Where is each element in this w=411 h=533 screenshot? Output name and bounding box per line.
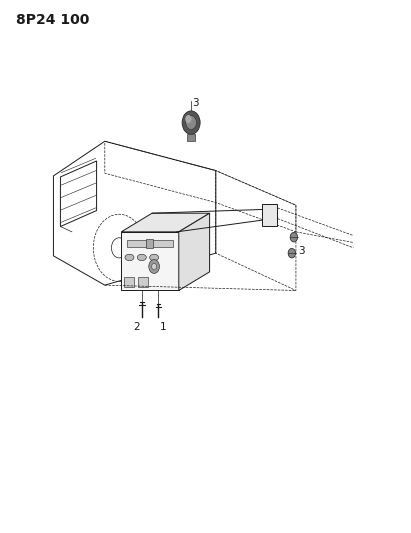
Circle shape [185, 115, 192, 123]
Ellipse shape [137, 254, 146, 261]
Circle shape [149, 260, 159, 273]
Polygon shape [121, 213, 210, 232]
Circle shape [152, 263, 157, 270]
Polygon shape [121, 232, 179, 290]
Text: 2: 2 [133, 321, 140, 332]
Bar [138, 277, 148, 287]
Circle shape [139, 252, 143, 257]
Text: 1: 1 [160, 321, 167, 332]
Bar [124, 277, 134, 287]
Circle shape [290, 232, 298, 242]
Bar [146, 239, 153, 248]
Circle shape [288, 248, 296, 258]
Polygon shape [179, 213, 210, 290]
Ellipse shape [125, 254, 134, 261]
Bar [127, 240, 173, 247]
Ellipse shape [150, 254, 159, 261]
Circle shape [182, 111, 200, 134]
Circle shape [186, 116, 196, 130]
Text: 3: 3 [298, 246, 305, 256]
Bar [187, 134, 195, 141]
Text: 3: 3 [192, 98, 199, 108]
Text: 8P24 100: 8P24 100 [16, 13, 90, 27]
Polygon shape [262, 204, 277, 226]
